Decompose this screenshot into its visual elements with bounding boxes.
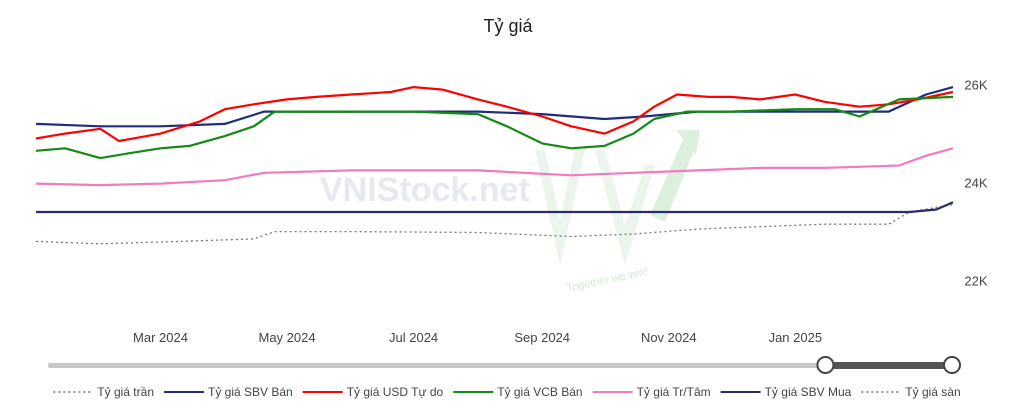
legend-item-3[interactable]: Tỷ giá VCB Bán [453, 385, 583, 399]
range-slider[interactable] [48, 356, 961, 374]
legend-label: Tỷ giá trần [97, 385, 154, 399]
series-line-4 [35, 147, 954, 187]
y-tick-label: 24K [964, 176, 987, 191]
watermark: VNIStock.net Together we win! [320, 130, 700, 295]
legend-label: Tỷ giá Tr/Tâm [637, 385, 711, 399]
watermark-slogan: Together we win! [566, 266, 649, 295]
legend-item-2[interactable]: Tỷ giá USD Tự do [302, 385, 444, 399]
x-tick-label: Mar 2024 [133, 330, 188, 345]
series-line-0 [35, 203, 954, 245]
range-slider-track[interactable] [48, 363, 952, 368]
x-tick-label: Sep 2024 [514, 330, 570, 345]
y-tick-label: 26K [964, 78, 987, 93]
x-tick-label: Jul 2024 [389, 330, 438, 345]
chart-title: Tỷ giá [483, 16, 533, 36]
legend-item-0[interactable]: Tỷ giá trần [53, 385, 154, 399]
legend-item-6[interactable]: Tỷ giá sàn [861, 385, 961, 399]
watermark-logo [535, 130, 700, 265]
range-slider-start-handle[interactable] [816, 356, 835, 374]
y-tick-label: 22K [964, 274, 987, 289]
range-slider-end-handle[interactable] [943, 356, 961, 374]
legend-item-5[interactable]: Tỷ giá SBV Mua [720, 385, 852, 399]
x-tick-label: Nov 2024 [641, 330, 697, 345]
x-tick-label: May 2024 [258, 330, 315, 345]
series-line-2 [35, 86, 954, 143]
legend-label: Tỷ giá USD Tự do [347, 385, 444, 399]
series-line-1 [35, 86, 954, 128]
series-line-5 [36, 201, 954, 214]
x-axis: Mar 2024 May 2024 Jul 2024 Sep 2024 Nov 2024… [133, 330, 822, 345]
series-layer [35, 86, 954, 245]
legend-label: Tỷ giá SBV Bán [208, 385, 293, 399]
series-line-3 [35, 95, 954, 160]
range-slider-selection[interactable] [825, 362, 952, 369]
legend-label: Tỷ giá VCB Bán [497, 385, 582, 399]
legend-item-4[interactable]: Tỷ giá Tr/Tâm [592, 385, 711, 399]
y-axis: 22K 24K 26K [964, 78, 987, 289]
watermark-brand: VNIStock.net [320, 171, 530, 209]
x-tick-label: Jan 2025 [769, 330, 823, 345]
legend-label: Tỷ giá sàn [905, 385, 960, 399]
legend-label: Tỷ giá SBV Mua [765, 385, 852, 399]
legend-item-1[interactable]: Tỷ giá SBV Bán [164, 385, 293, 399]
legend: Tỷ giá trần Tỷ giá SBV Bán Tỷ giá USD Tự d… [53, 385, 961, 399]
